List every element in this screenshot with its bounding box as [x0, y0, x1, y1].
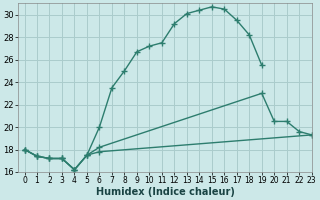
- X-axis label: Humidex (Indice chaleur): Humidex (Indice chaleur): [96, 187, 235, 197]
